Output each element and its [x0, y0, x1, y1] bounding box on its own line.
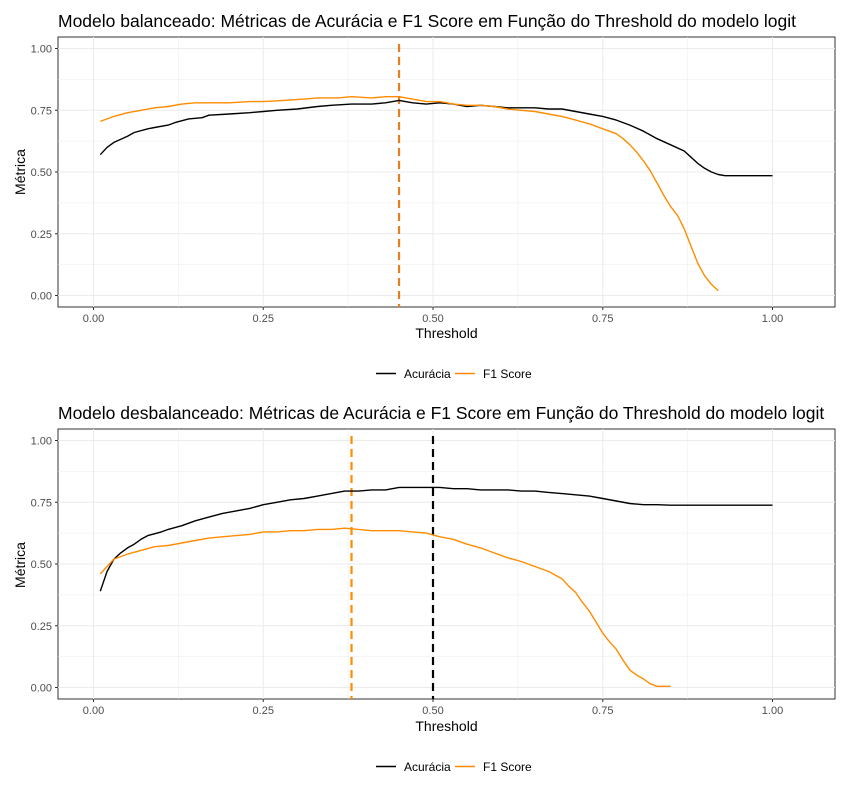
grid	[58, 429, 835, 699]
y-tick-label: 0.75	[31, 497, 52, 509]
y-tick-label: 0.75	[31, 105, 52, 117]
x-tick-label: 0.25	[253, 705, 274, 717]
x-tick-label: 0.50	[422, 313, 443, 325]
y-tick-label: 0.50	[31, 167, 52, 179]
x-tick-label: 0.50	[422, 705, 443, 717]
chart-title: Modelo balanceado: Métricas de Acurácia …	[58, 11, 796, 31]
series-line-f1-score	[99, 527, 671, 687]
y-tick-label: 0.00	[31, 291, 52, 303]
y-tick-label: 0.00	[31, 683, 52, 695]
series-lines	[99, 95, 773, 292]
tick-labels: 0.00 0.25 0.50 0.75 1.00 0.00 0.25 0.50 0.75 1.00	[31, 436, 784, 718]
legend-label-acuracia: Acurácia	[404, 760, 451, 774]
y-tick-label: 0.25	[31, 621, 52, 633]
x-tick-label: 0.75	[592, 313, 613, 325]
x-tick-label: 0.00	[83, 705, 104, 717]
x-tick-label: 1.00	[762, 313, 783, 325]
legend-label-f1-score: F1 Score	[483, 760, 532, 774]
series-lines	[99, 486, 773, 687]
x-axis-label: Threshold	[415, 325, 477, 341]
x-tick-label: 1.00	[762, 705, 783, 717]
y-axis-label: Métrica	[12, 542, 28, 588]
series-line-acuracia	[99, 486, 773, 592]
legend-label-acuracia: Acurácia	[404, 367, 451, 381]
tick-labels: 0.00 0.25 0.50 0.75 1.00 0.00 0.25 0.50 0.75 1.00	[31, 44, 784, 326]
grid	[58, 37, 835, 307]
y-tick-label: 1.00	[31, 44, 52, 56]
threshold-lines	[350, 436, 435, 699]
legend-label-f1-score: F1 Score	[483, 367, 532, 381]
y-axis-label: Métrica	[12, 149, 28, 195]
y-tick-label: 0.25	[31, 229, 52, 241]
chart-unbalanced: Modelo desbalanceado: Métricas de Acurác…	[12, 403, 836, 774]
x-tick-label: 0.75	[592, 705, 613, 717]
chart-balanced: Modelo balanceado: Métricas de Acurácia …	[12, 11, 836, 381]
chart-title: Modelo desbalanceado: Métricas de Acurác…	[58, 403, 824, 423]
x-axis-label: Threshold	[415, 718, 477, 734]
legend: Acurácia F1 Score	[376, 367, 532, 381]
x-tick-label: 0.25	[253, 313, 274, 325]
legend: Acurácia F1 Score	[376, 760, 532, 774]
x-tick-label: 0.00	[83, 313, 104, 325]
y-tick-label: 0.50	[31, 559, 52, 571]
series-line-f1-score	[100, 95, 719, 292]
y-tick-label: 1.00	[31, 436, 52, 448]
